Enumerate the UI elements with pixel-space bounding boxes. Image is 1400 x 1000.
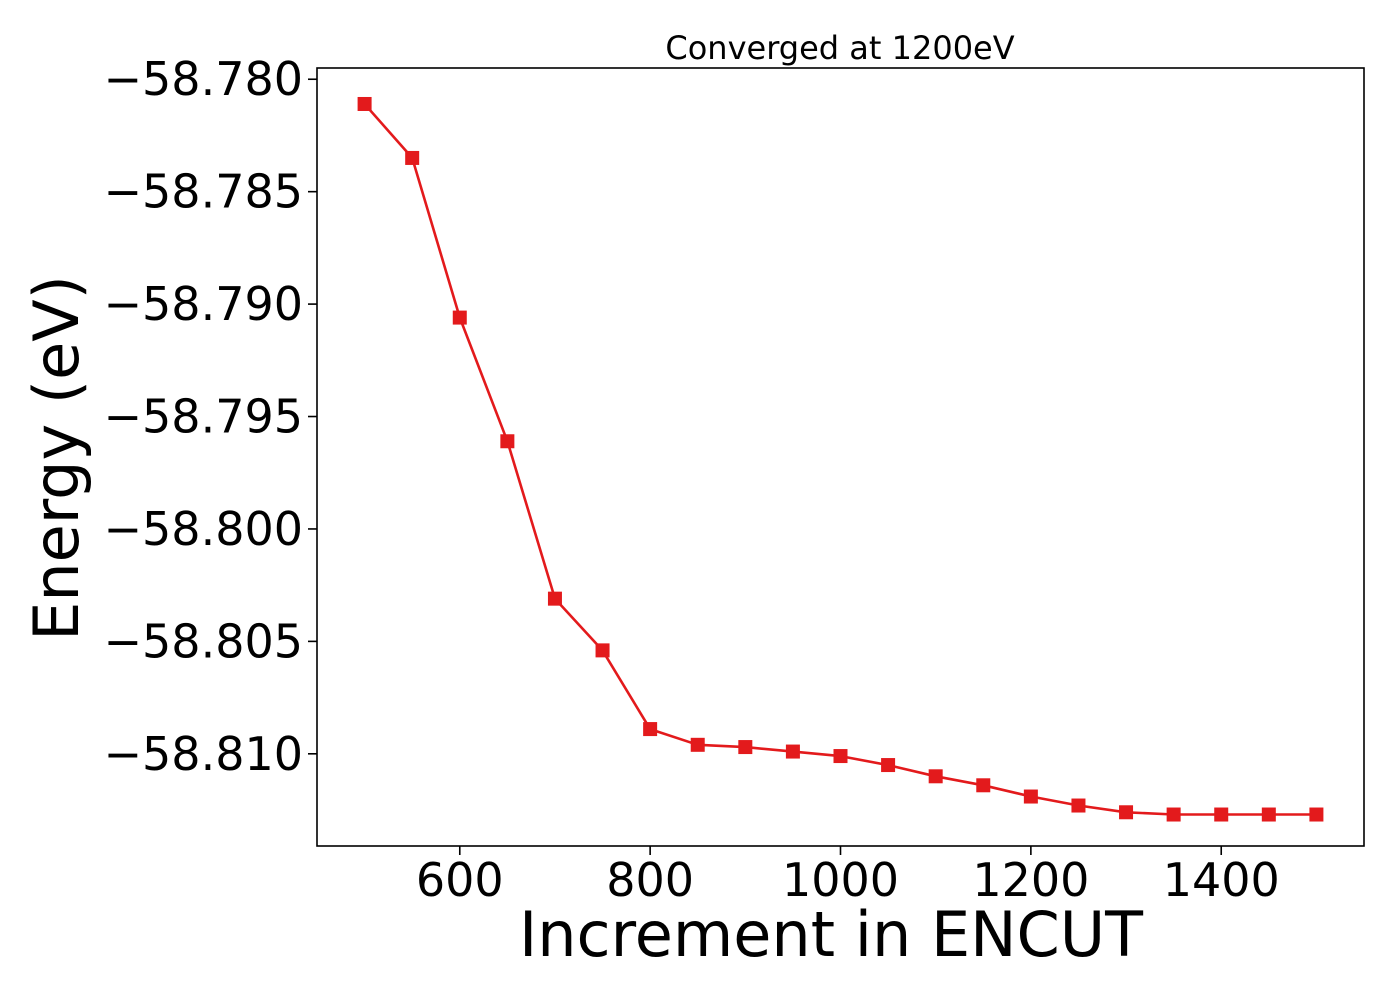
y-tick-label: −58.790 (104, 277, 304, 331)
data-point-marker (690, 737, 705, 752)
y-axis-label: Energy (eV) (20, 275, 93, 641)
data-point-marker (976, 778, 991, 793)
data-point-marker (785, 744, 800, 759)
data-point-marker (928, 769, 943, 784)
data-point-marker (357, 96, 372, 111)
data-point-marker (547, 591, 562, 606)
x-tick-label: 1200 (972, 853, 1089, 907)
data-point-marker (500, 434, 515, 449)
y-tick-label: −58.780 (104, 52, 304, 106)
data-point-marker (1261, 807, 1276, 822)
series-layer (357, 96, 1324, 822)
chart-title: Converged at 1200eV (665, 29, 1014, 67)
data-point-marker (738, 740, 753, 755)
data-point-marker (1071, 798, 1086, 813)
x-tick-label: 1000 (782, 853, 899, 907)
data-point-marker (1023, 789, 1038, 804)
data-point-marker (1214, 807, 1229, 822)
y-axis-ticks: −58.780 −58.785 −58.790 −58.795 −58.800 −58.8… (104, 52, 317, 781)
data-point-marker (643, 722, 658, 737)
x-tick-label: 1400 (1163, 853, 1280, 907)
data-point-marker (1119, 805, 1134, 820)
y-tick-label: −58.810 (104, 727, 304, 781)
x-tick-label: 800 (606, 853, 694, 907)
data-point-marker (405, 150, 420, 165)
y-tick-label: −58.805 (104, 614, 304, 668)
data-point-marker (881, 758, 896, 773)
x-tick-label: 600 (416, 853, 504, 907)
y-tick-label: −58.795 (104, 390, 304, 444)
data-point-marker (595, 643, 610, 658)
y-tick-label: −58.785 (104, 165, 304, 219)
x-axis-ticks: 600 800 1000 1200 1400 (416, 846, 1280, 907)
y-tick-label: −58.800 (104, 502, 304, 556)
data-point-marker (833, 749, 848, 764)
data-point-marker (1309, 807, 1324, 822)
x-axis-label: Increment in ENCUT (519, 898, 1144, 971)
data-point-marker (1166, 807, 1181, 822)
data-point-marker (452, 310, 467, 325)
